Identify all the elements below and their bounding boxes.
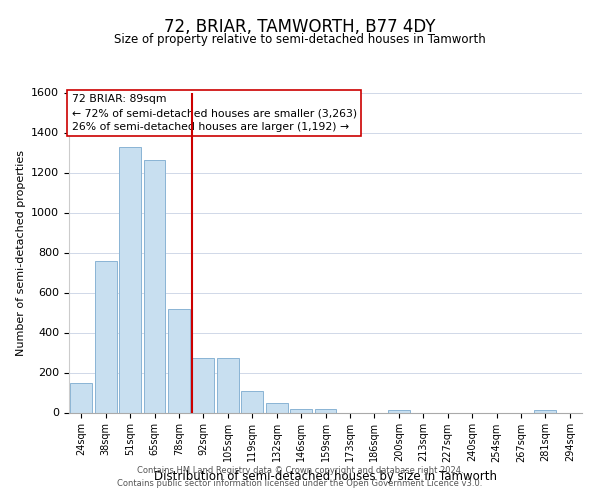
Bar [95,260,116,412]
Bar [314,408,337,412]
Text: 72 BRIAR: 89sqm
← 72% of semi-detached houses are smaller (3,263)
26% of semi-de: 72 BRIAR: 89sqm ← 72% of semi-detached h… [71,94,356,132]
Bar [217,358,239,412]
Text: 72, BRIAR, TAMWORTH, B77 4DY: 72, BRIAR, TAMWORTH, B77 4DY [164,18,436,36]
Bar [143,160,166,412]
Bar [119,146,141,412]
Bar [535,410,556,412]
Text: Contains HM Land Registry data © Crown copyright and database right 2024.
Contai: Contains HM Land Registry data © Crown c… [118,466,482,487]
Y-axis label: Number of semi-detached properties: Number of semi-detached properties [16,150,26,356]
Bar [266,402,287,412]
Bar [70,382,92,412]
Bar [193,358,214,412]
Bar [241,390,263,412]
X-axis label: Distribution of semi-detached houses by size in Tamworth: Distribution of semi-detached houses by … [154,470,497,483]
Bar [168,308,190,412]
Text: Size of property relative to semi-detached houses in Tamworth: Size of property relative to semi-detach… [114,32,486,46]
Bar [290,408,312,412]
Bar [388,410,410,412]
